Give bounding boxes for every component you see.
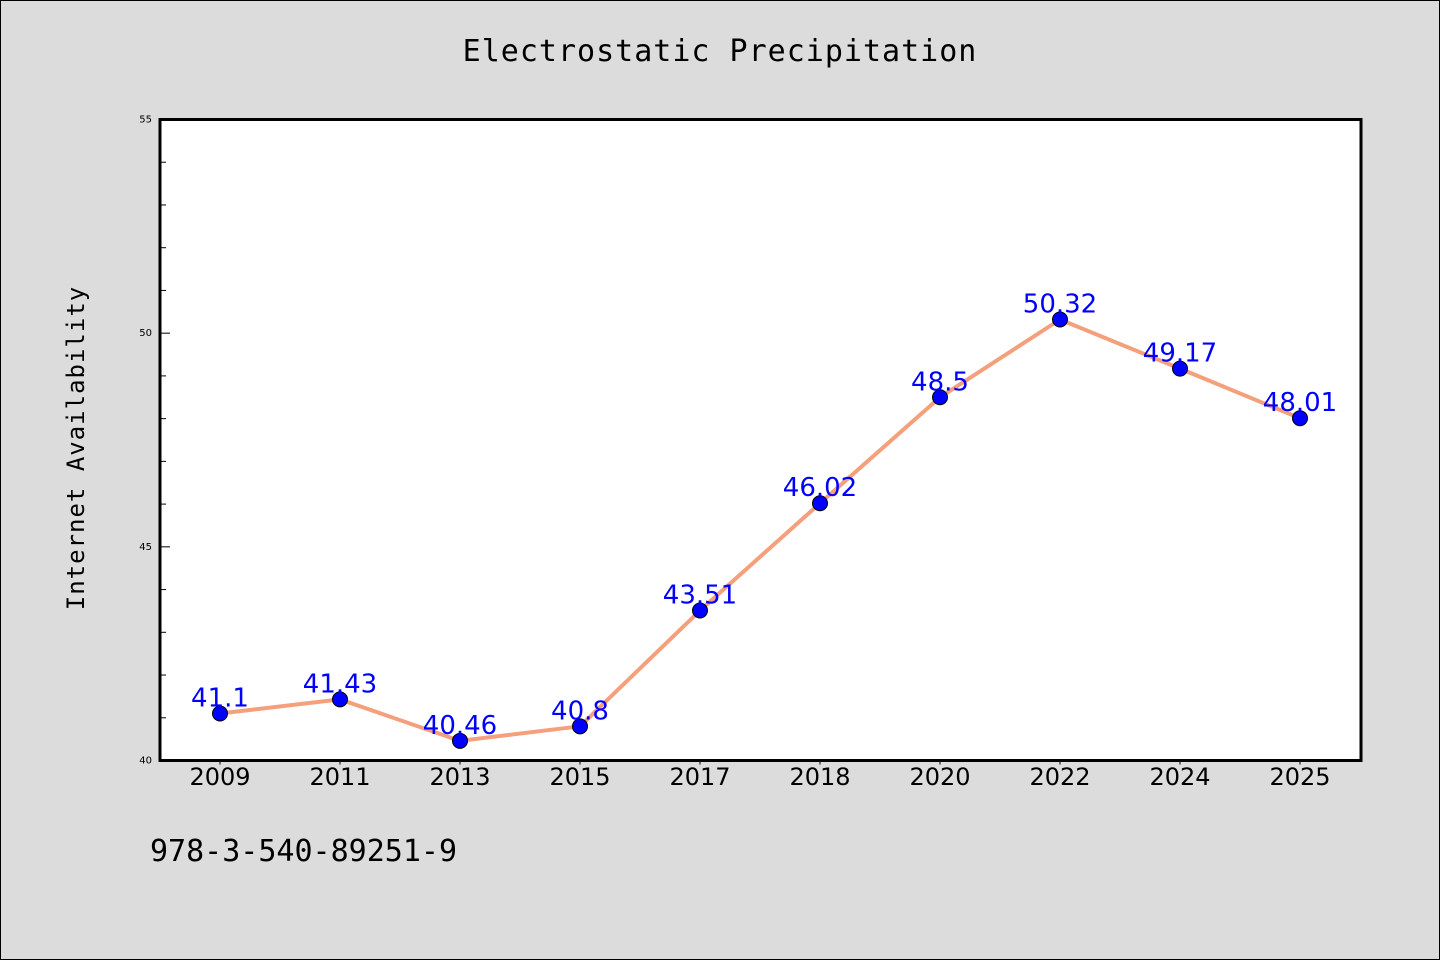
data-label: 40.8 xyxy=(551,696,609,726)
y-tick-label: 45 xyxy=(139,542,152,553)
data-labels: 41.1 41.43 40.46 40.8 43.51 46.02 48.5 50.32 49.… xyxy=(191,289,1337,740)
data-point xyxy=(452,732,468,749)
y-tick-label: 50 xyxy=(139,328,152,339)
data-point xyxy=(1172,360,1188,377)
x-tick-label: 2009 xyxy=(189,763,250,791)
data-label: 48.5 xyxy=(911,367,969,397)
x-axis-ticks: 2009 2011 2013 2015 2017 2018 2020 2022 2024 2025 xyxy=(189,760,1331,791)
y-tick-label: 40 xyxy=(139,756,152,767)
data-point xyxy=(692,602,708,619)
series-line xyxy=(218,317,1302,743)
data-point xyxy=(212,705,228,722)
y-axis-ticks: 40 45 50 55 xyxy=(139,115,170,767)
data-label: 50.32 xyxy=(1023,289,1097,319)
data-label: 46.02 xyxy=(783,473,857,503)
data-label: 40.46 xyxy=(423,711,497,741)
x-tick-label: 2017 xyxy=(669,763,730,791)
data-label: 49.17 xyxy=(1143,339,1217,369)
plot-area xyxy=(158,118,1363,762)
x-tick-label: 2015 xyxy=(549,763,610,791)
chart-title: Electrostatic Precipitation xyxy=(462,34,978,69)
x-tick-label: 2018 xyxy=(789,763,850,791)
data-label: 43.51 xyxy=(663,581,737,611)
x-tick-label: 2011 xyxy=(309,763,370,791)
x-tick-label: 2022 xyxy=(1029,763,1090,791)
data-point xyxy=(932,389,948,406)
data-point xyxy=(332,691,348,708)
data-point xyxy=(1292,410,1308,427)
data-label: 48.01 xyxy=(1263,388,1337,418)
footer-text: 978-3-540-89251-9 xyxy=(150,834,458,869)
x-tick-label: 2020 xyxy=(909,763,970,791)
data-label: 41.43 xyxy=(303,669,377,699)
x-tick-label: 2013 xyxy=(429,763,490,791)
data-label: 41.1 xyxy=(191,683,249,713)
data-point xyxy=(572,718,588,735)
data-point xyxy=(812,495,828,512)
y-tick-label: 55 xyxy=(139,115,152,126)
x-tick-label: 2024 xyxy=(1149,763,1210,791)
data-series xyxy=(212,311,1308,749)
data-point xyxy=(1052,311,1068,328)
x-tick-label: 2025 xyxy=(1269,763,1330,791)
